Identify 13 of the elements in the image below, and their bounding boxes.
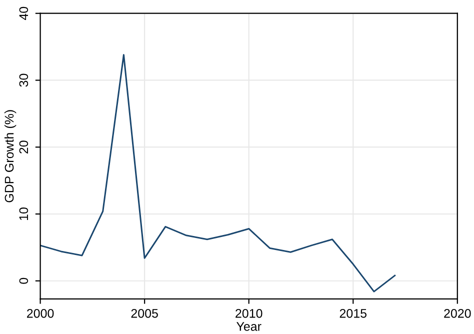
y-tick-label: 0 <box>19 278 28 284</box>
x-axis-title: Year <box>236 322 262 331</box>
y-tick-label: 40 <box>19 6 28 20</box>
y-tick-label: 30 <box>19 74 28 87</box>
x-tick-label: 2000 <box>27 308 54 318</box>
x-tick-label: 2010 <box>236 308 262 318</box>
y-tick-label: 10 <box>19 208 28 220</box>
x-tick-label: 2015 <box>340 308 367 318</box>
y-tick-label: 20 <box>19 140 28 154</box>
x-tick-label: 2005 <box>131 308 158 318</box>
line-series <box>40 54 396 292</box>
x-tick-label: 2020 <box>444 308 471 318</box>
y-axis-title: GDP Growth (%) <box>4 110 16 202</box>
